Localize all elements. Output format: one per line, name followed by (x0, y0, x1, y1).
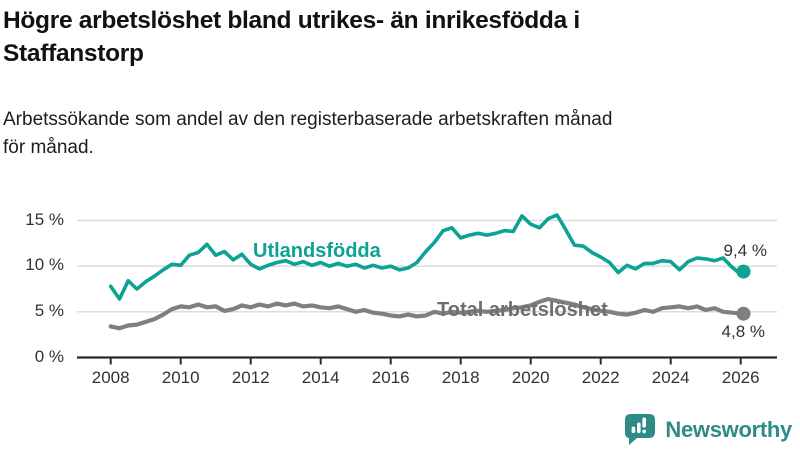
newsworthy-bar-chart-bubble-icon (625, 414, 656, 445)
y-axis-tick-label: 5 % (34, 300, 64, 320)
y-axis-tick-label: 10 % (25, 255, 64, 275)
newsworthy-logo[interactable]: Newsworthy (623, 413, 792, 446)
x-axis-tick-label: 2018 (441, 368, 480, 387)
x-axis-tick-label: 2014 (301, 368, 340, 387)
x-axis-tick-label: 2026 (721, 368, 760, 387)
y-axis-tick-label: 0 % (34, 346, 64, 366)
x-axis-tick-label: 2024 (651, 368, 690, 387)
page-subtitle: Arbetssökande som andel av den registerb… (3, 109, 613, 158)
x-axis-tick-label: 2008 (91, 368, 130, 387)
series-end-dot (736, 306, 751, 321)
x-axis-tick-label: 2020 (511, 368, 550, 387)
page-title: Högre arbetslöshet bland utrikes- än inr… (3, 7, 580, 68)
end-value-label-total-arbetsloshet: 4,8 % (721, 322, 765, 341)
series-line-total-arbetsloshet (108, 296, 746, 331)
series-end-dot (736, 264, 751, 279)
end-value-label-utlandsfodda: 9,4 % (723, 241, 767, 260)
series-label-utlandsfodda: Utlandsfödda (253, 240, 381, 262)
y-axis-tick-label: 15 % (25, 209, 64, 229)
x-axis-tick-label: 2012 (231, 368, 270, 387)
x-axis-tick-label: 2010 (161, 368, 200, 387)
series-label-total-arbetsloshet: Total arbetslöshet (437, 299, 608, 321)
x-axis-tick-label: 2016 (371, 368, 410, 387)
series-line-utlandsfodda (108, 213, 746, 301)
brand-wordmark: Newsworthy (665, 416, 792, 442)
x-axis-tick-label: 2022 (581, 368, 620, 387)
